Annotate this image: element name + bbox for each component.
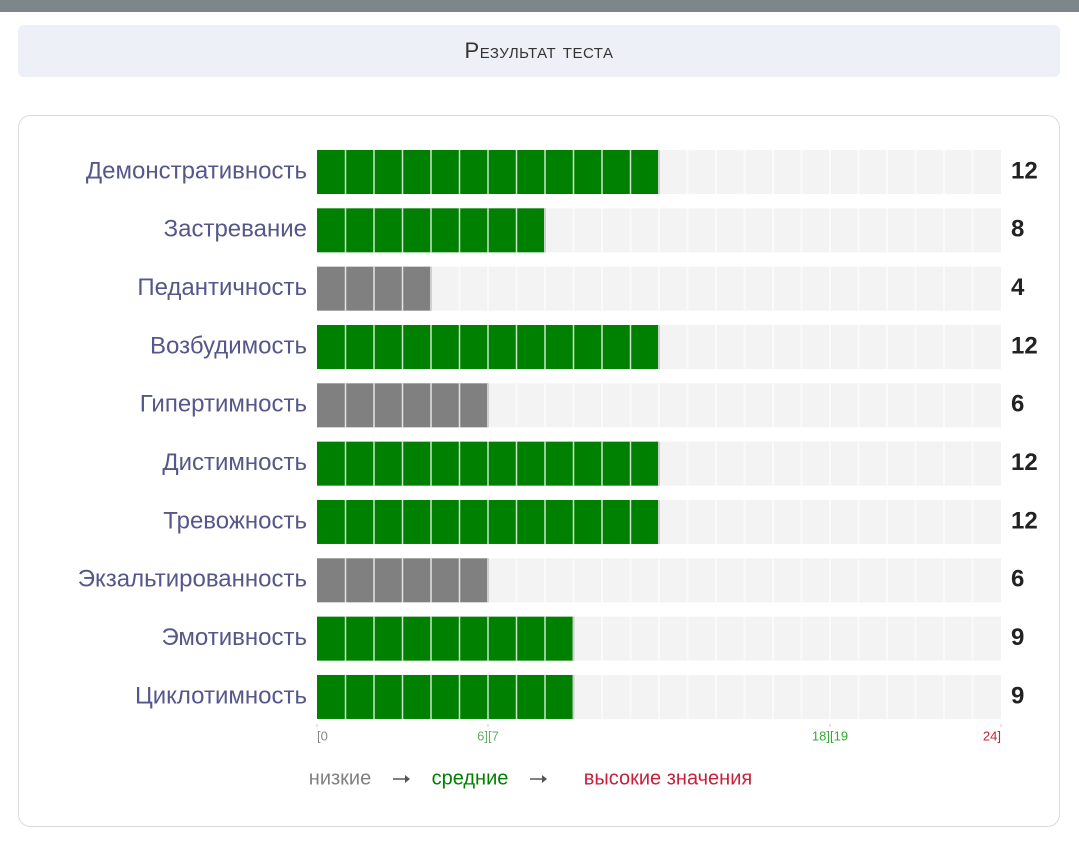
value-label: 4 bbox=[1011, 274, 1025, 301]
category-label: Демонстративность bbox=[86, 157, 307, 184]
value-label: 6 bbox=[1011, 566, 1024, 593]
value-label: 12 bbox=[1011, 332, 1038, 359]
category-label: Циклотимность bbox=[135, 682, 307, 709]
legend-entry: средние bbox=[432, 767, 509, 789]
x-tick-label: [0 bbox=[317, 728, 328, 743]
value-label: 12 bbox=[1011, 507, 1038, 534]
top-strip bbox=[0, 0, 1079, 12]
value-label: 8 bbox=[1011, 216, 1024, 243]
chart-title: Результат теста bbox=[465, 38, 614, 63]
bar bbox=[317, 616, 574, 661]
bar bbox=[317, 674, 574, 719]
value-label: 12 bbox=[1011, 157, 1038, 184]
x-tick-label: 18][19 bbox=[812, 728, 848, 743]
category-label: Застревание bbox=[164, 216, 307, 243]
x-tick-label: 6][7 bbox=[477, 728, 499, 743]
category-label: Тревожность bbox=[163, 507, 307, 534]
x-tick-label: 24] bbox=[983, 728, 1001, 743]
legend-arrows bbox=[393, 775, 547, 783]
legend-entry: высокие значения bbox=[584, 767, 752, 789]
category-label: Возбудимость bbox=[150, 332, 307, 359]
category-label: Эмотивность bbox=[161, 624, 307, 651]
category-label: Дистимность bbox=[162, 449, 307, 476]
category-label: Гипертимность bbox=[140, 391, 307, 418]
category-label: Экзальтированность bbox=[78, 566, 307, 593]
value-label: 9 bbox=[1011, 682, 1024, 709]
legend-entry: низкие bbox=[309, 767, 371, 789]
value-label: 9 bbox=[1011, 624, 1024, 651]
value-label: 12 bbox=[1011, 449, 1038, 476]
title-box bbox=[18, 25, 1060, 77]
category-label: Педантичность bbox=[137, 274, 307, 301]
value-label: 6 bbox=[1011, 391, 1024, 418]
